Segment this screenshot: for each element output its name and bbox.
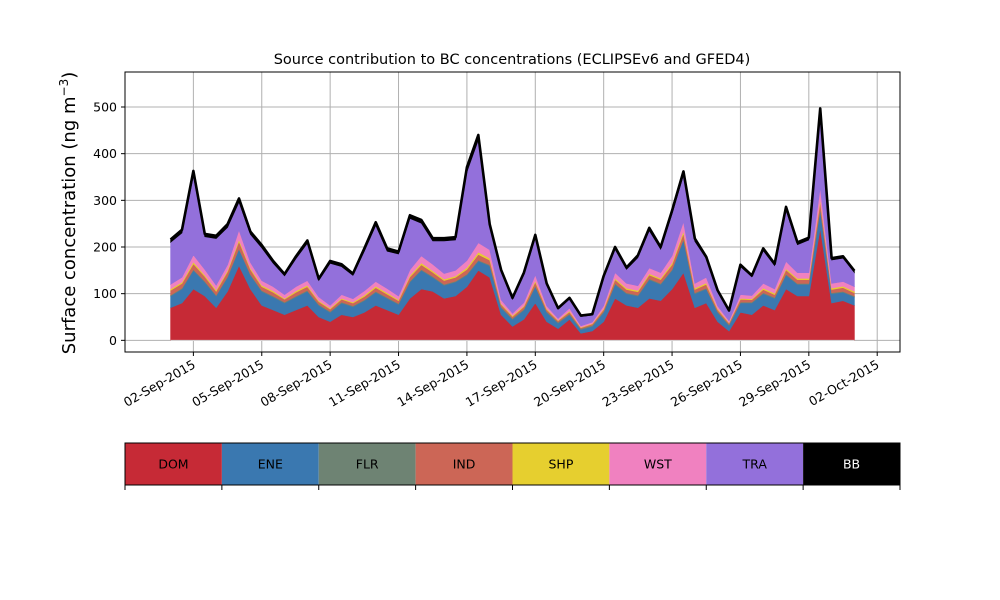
total-outline: [169, 107, 856, 341]
legend-label-shp: SHP: [549, 457, 574, 472]
legend-swatch-ind: [415, 443, 513, 485]
y-axis-label: Surface concentration (ng m−3): [57, 72, 80, 355]
y-tick-label: 300: [93, 193, 117, 208]
x-tick-label: 11-Sep-2015: [326, 357, 403, 410]
legend-swatch-flr: [318, 443, 416, 485]
x-axis: 02-Sep-201505-Sep-201508-Sep-201511-Sep-…: [121, 352, 882, 410]
total-outline-line: [169, 107, 856, 317]
y-axis-label-text: Surface concentration (ng m: [59, 96, 80, 354]
y-axis: 0 100 200 300 400 500: [93, 100, 125, 348]
legend-label-flr: FLR: [356, 457, 379, 472]
plot-area: [124, 71, 901, 353]
chart-title: Source contribution to BC concentrations…: [274, 52, 751, 68]
legend-label-wst: WST: [644, 457, 672, 472]
x-tick-label: 17-Sep-2015: [463, 357, 540, 410]
legend-swatch-ene: [221, 443, 319, 485]
y-tick-label: 200: [93, 240, 117, 255]
legend-swatch-bb: [803, 443, 900, 485]
y-axis-label-superscript: −3: [57, 79, 71, 97]
x-tick-label: 20-Sep-2015: [531, 357, 608, 410]
legend-label-ind: IND: [453, 457, 476, 472]
legend-swatch-tra: [706, 443, 804, 485]
legend-label-tra: TRA: [742, 457, 768, 472]
legend-colorbar: DOM ENE FLR IND SHP WST TRA BB: [124, 442, 901, 490]
legend-label-dom: DOM: [158, 457, 188, 472]
x-tick-label: 23-Sep-2015: [600, 357, 677, 410]
legend-label-bb: BB: [843, 457, 860, 472]
x-tick-label: 29-Sep-2015: [736, 357, 813, 410]
y-tick-label: 100: [93, 286, 117, 301]
legend-swatch-shp: [512, 443, 610, 485]
legend-label-ene: ENE: [258, 457, 283, 472]
y-axis-label-close: ): [59, 72, 80, 79]
y-tick-label: 0: [109, 333, 117, 348]
x-tick-label: 02-Oct-2015: [806, 357, 882, 409]
x-tick-label: 02-Sep-2015: [121, 357, 198, 410]
legend-swatch-dom: [125, 443, 222, 485]
legend-swatch-wst: [609, 443, 707, 485]
x-tick-label: 14-Sep-2015: [394, 357, 471, 410]
x-tick-label: 26-Sep-2015: [668, 357, 745, 410]
y-tick-label: 500: [93, 100, 117, 115]
x-tick-label: 08-Sep-2015: [258, 357, 335, 410]
x-tick-label: 05-Sep-2015: [189, 357, 266, 410]
y-tick-label: 400: [93, 146, 117, 161]
plot-frame: [124, 71, 901, 353]
